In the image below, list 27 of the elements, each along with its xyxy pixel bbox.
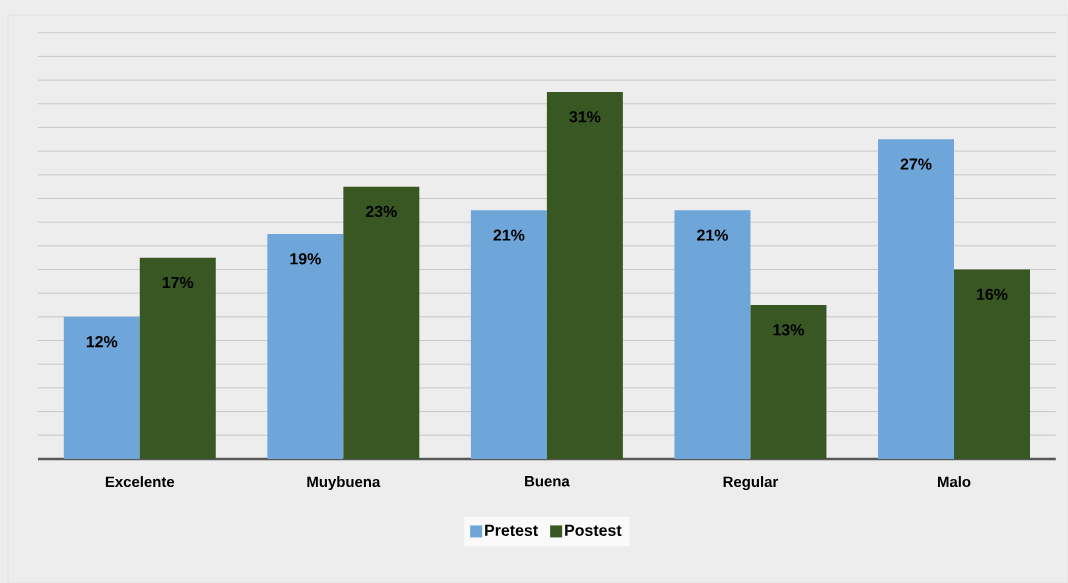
data-label: 13% [773,324,804,336]
bar [674,210,751,459]
bar [470,210,547,459]
data-label: 21% [697,229,728,241]
bar [750,304,827,459]
x-tick-label: Muybuena [307,476,381,490]
legend-label: Pretest [485,524,538,536]
bar [343,186,420,459]
x-tick-label: Excelente [105,476,175,488]
x-tick-label: Buena [525,476,570,487]
data-label: 21% [493,229,525,241]
data-label: 27% [900,158,932,170]
legend-label: Postest [565,524,622,536]
data-label: 23% [365,205,397,218]
x-tick-label: Malo [938,476,971,488]
data-label: 17% [162,276,194,289]
data-label: 19% [290,253,321,265]
data-label: 12% [86,336,118,348]
bar [63,316,140,459]
bar [267,233,344,459]
x-tick-label: Regular [723,476,779,491]
data-label: 31% [569,111,601,123]
data-label: 16% [977,288,1008,300]
bar [954,269,1030,459]
bar [546,91,623,459]
bar [878,139,955,459]
bar [139,257,216,459]
